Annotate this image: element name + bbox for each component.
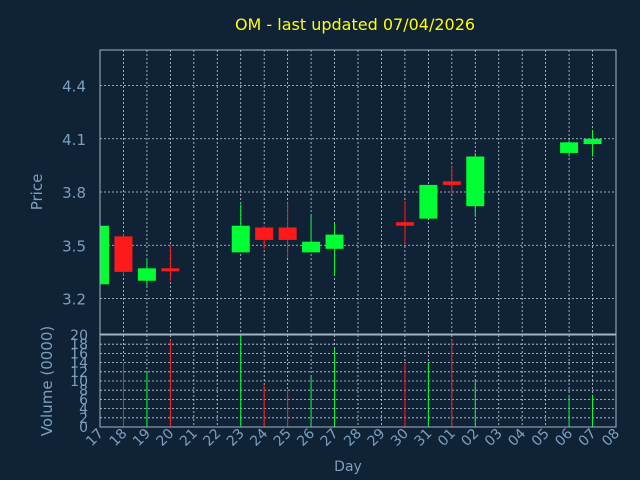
candle-body — [231, 225, 250, 253]
candle-body — [395, 222, 414, 226]
volume-tick-label: 20 — [70, 328, 88, 344]
plot-frames — [99, 49, 617, 428]
candle-body — [137, 268, 156, 281]
volume-tick-label: 10 — [70, 374, 88, 390]
candle-body — [325, 234, 344, 249]
candle-body — [114, 236, 133, 272]
price-tick-label: 3.2 — [62, 291, 86, 309]
volume-tick-label: 16 — [70, 346, 88, 362]
volume-tick-label: 2 — [79, 411, 88, 427]
candle-body — [100, 225, 109, 285]
candle-body — [442, 181, 461, 185]
chart-title: OM - last updated 07/04/2026 — [235, 15, 475, 34]
candle-body — [583, 138, 602, 145]
day-axis-label: Day — [334, 459, 362, 475]
volume-axis-label: Volume (0000) — [38, 326, 56, 436]
price-tick-label: 4.4 — [62, 78, 86, 96]
candle-body — [466, 156, 485, 207]
candle-body — [419, 184, 438, 219]
price-axis-label: Price — [28, 174, 46, 211]
volume-tick-label: 8 — [79, 383, 88, 399]
volume-plot-frame — [99, 334, 617, 428]
volume-tick-label: 18 — [70, 337, 88, 353]
price-tick-label: 3.8 — [62, 184, 86, 202]
price-tick-label: 3.5 — [62, 237, 86, 255]
volume-tick-label: 0 — [79, 420, 88, 436]
candle-body — [255, 227, 274, 240]
candle-body — [161, 268, 180, 272]
candle-body — [560, 142, 579, 153]
volume-tick-label: 14 — [70, 356, 88, 372]
volume-tick-label: 6 — [79, 392, 88, 408]
price-plot-frame — [99, 49, 617, 335]
candle-body — [278, 227, 297, 240]
volume-tick-label: 12 — [70, 365, 88, 381]
volume-tick-label: 4 — [79, 402, 88, 418]
price-tick-label: 4.1 — [62, 131, 86, 149]
candle-body — [302, 241, 321, 253]
